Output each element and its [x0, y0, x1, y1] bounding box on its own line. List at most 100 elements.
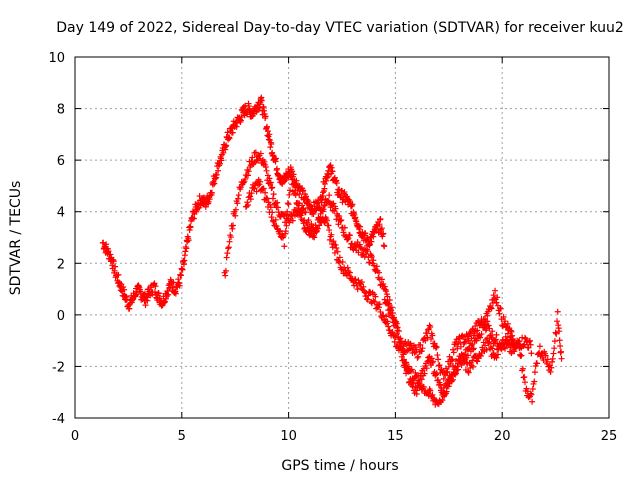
data-point — [326, 236, 333, 243]
data-point — [494, 294, 501, 301]
data-point — [470, 363, 477, 370]
data-point — [483, 346, 490, 353]
data-point — [336, 254, 343, 261]
data-point — [554, 318, 561, 325]
data-point — [285, 201, 292, 208]
data-point — [328, 231, 335, 238]
data-point — [349, 201, 356, 208]
data-point — [282, 230, 289, 237]
data-point — [552, 329, 559, 336]
data-point — [215, 167, 222, 174]
data-point — [364, 248, 371, 255]
data-point — [384, 318, 391, 325]
data-point — [299, 206, 306, 213]
data-point — [366, 259, 373, 266]
data-point — [549, 355, 556, 362]
data-point — [441, 392, 448, 399]
data-point — [504, 330, 511, 337]
data-point — [385, 311, 392, 318]
data-point — [346, 232, 353, 239]
data-point — [498, 341, 505, 348]
data-point — [223, 142, 230, 149]
data-point — [469, 341, 476, 348]
data-point — [381, 283, 388, 290]
data-point — [465, 369, 472, 376]
data-point — [290, 181, 297, 188]
data-point — [421, 370, 428, 377]
data-point — [316, 222, 323, 229]
data-point — [274, 199, 281, 206]
data-point — [332, 205, 339, 212]
data-point — [553, 330, 560, 337]
data-point — [366, 288, 373, 295]
data-point — [289, 168, 296, 175]
data-point — [183, 245, 190, 252]
data-point — [470, 346, 477, 353]
data-point — [445, 380, 452, 387]
x-tick-label: 15 — [387, 429, 404, 444]
data-point — [399, 347, 406, 354]
data-point — [321, 180, 328, 187]
y-tick-label: 0 — [57, 309, 65, 324]
data-point — [283, 222, 290, 229]
data-point — [302, 193, 309, 200]
data-point — [402, 359, 409, 366]
data-point — [289, 213, 296, 220]
data-point — [346, 269, 353, 276]
data-point — [272, 216, 279, 223]
data-point — [465, 368, 472, 375]
data-point — [326, 192, 333, 199]
data-point — [208, 189, 215, 196]
data-point — [427, 387, 434, 394]
data-point — [557, 342, 564, 349]
data-point — [151, 280, 158, 287]
data-point — [152, 283, 159, 290]
data-point — [459, 352, 466, 359]
data-point — [520, 374, 527, 381]
data-point — [144, 297, 151, 304]
data-point — [245, 201, 252, 208]
x-axis-title: GPS time / hours — [281, 458, 398, 474]
data-point — [227, 234, 234, 241]
x-tick-label: 10 — [280, 429, 297, 444]
data-point — [485, 322, 492, 329]
data-point — [331, 249, 338, 256]
data-point — [477, 352, 484, 359]
data-point — [486, 325, 493, 332]
data-point — [292, 187, 299, 194]
series-4 — [381, 296, 565, 405]
data-point — [264, 128, 271, 135]
data-point — [244, 199, 251, 206]
data-point — [420, 383, 427, 390]
axis-ticks: 0 5 10 15 20 25 -4 -2 0 2 4 6 8 10 — [48, 51, 617, 444]
data-point — [548, 364, 555, 371]
data-point — [522, 335, 529, 342]
data-point — [380, 230, 387, 237]
data-point — [529, 398, 536, 405]
data-point — [307, 202, 314, 209]
data-point — [508, 328, 515, 335]
y-tick-label: 10 — [48, 51, 65, 66]
data-point — [151, 288, 158, 295]
data-point — [377, 308, 384, 315]
data-point — [424, 334, 431, 341]
data-point — [284, 200, 291, 207]
data-point — [355, 249, 362, 256]
data-point — [310, 211, 317, 218]
data-point — [412, 369, 419, 376]
data-point — [489, 328, 496, 335]
data-point — [376, 269, 383, 276]
data-point — [222, 267, 229, 274]
data-point — [550, 350, 557, 357]
data-point — [416, 384, 423, 391]
data-point — [269, 184, 276, 191]
data-point — [494, 351, 501, 358]
data-point — [264, 123, 271, 130]
data-point — [176, 282, 183, 289]
data-point — [269, 195, 276, 202]
data-point — [462, 356, 469, 363]
data-point — [407, 375, 414, 382]
plot-frame — [74, 56, 610, 419]
x-tick-label: 0 — [71, 429, 79, 444]
